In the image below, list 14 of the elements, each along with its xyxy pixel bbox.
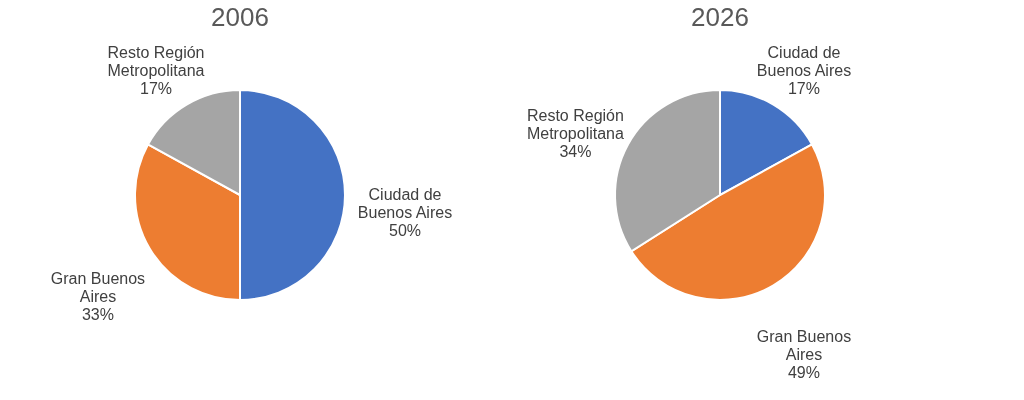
slice-label: Ciudad de Buenos Aires [357,186,453,221]
chart-title: 2026 [691,2,749,32]
slice-label: Ciudad de Buenos Aires [756,43,852,79]
data-label: 49% [787,364,821,382]
slice-label: Resto Región Metropolitana [526,106,624,142]
data-label: 34% [559,142,592,160]
slice-label: Gran Buenos Aires [50,269,146,305]
data-label: 17% [139,79,173,97]
data-label: 33% [81,305,114,323]
chart-title: 2006 [211,2,269,32]
data-label: 50% [388,222,422,239]
data-label: 17% [787,79,821,97]
slice-label: Gran Buenos Aires [756,328,852,364]
slice-label: Resto Región Metropolitana [107,43,205,79]
